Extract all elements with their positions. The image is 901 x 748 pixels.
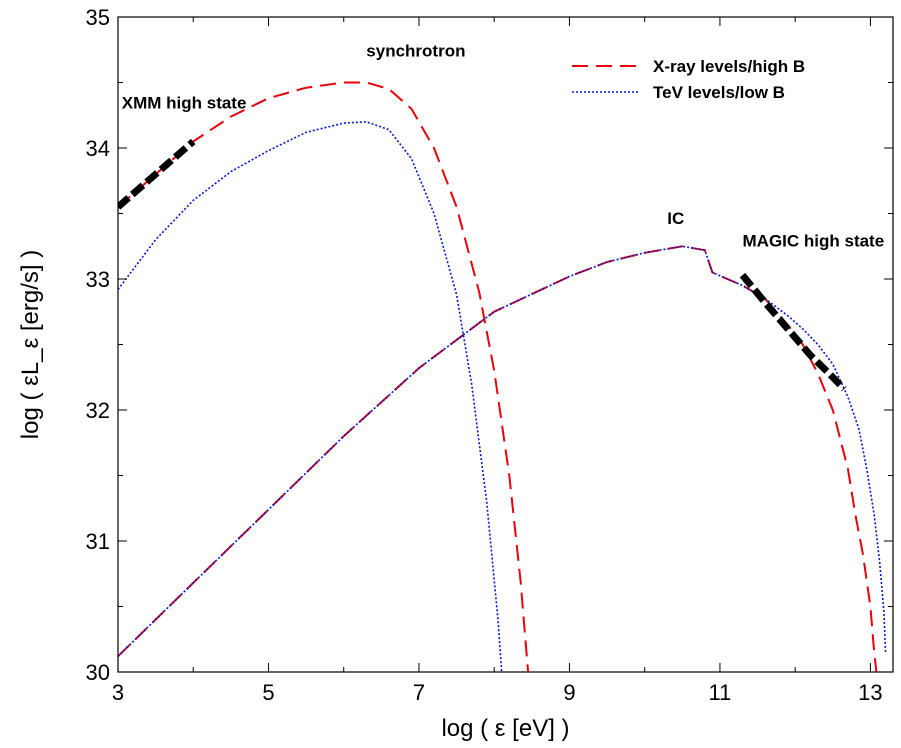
y-tick-label: 35	[86, 5, 110, 30]
y-tick-label: 34	[86, 136, 110, 161]
y-tick-label: 30	[86, 660, 110, 685]
x-tick-label: 9	[563, 680, 575, 705]
x-tick-label: 5	[262, 680, 274, 705]
annotation-label: synchrotron	[366, 41, 465, 60]
series-line-0-1	[118, 245, 878, 672]
x-axis-label: log ( ε [eV] )	[441, 715, 569, 742]
series-line-1-0	[118, 121, 503, 672]
series-line-2-0	[118, 138, 196, 210]
legend: X-ray levels/high B TeV levels/low B	[572, 57, 805, 102]
x-tick-label: 13	[858, 680, 882, 705]
y-tick-label: 32	[86, 398, 110, 423]
y-tick-label: 31	[86, 529, 110, 554]
x-tick-label: 3	[112, 680, 124, 705]
legend-label: TeV levels/low B	[653, 83, 785, 102]
legend-label: X-ray levels/high B	[653, 57, 805, 76]
annotation-label: XMM high state	[122, 94, 247, 113]
series-line-0-0	[118, 81, 530, 672]
y-tick-label: 33	[86, 267, 110, 292]
annotation-label: MAGIC high state	[743, 231, 885, 250]
annotations: synchrotron XMM high state IC MAGIC high st…	[122, 41, 884, 250]
x-tick-label: 7	[413, 680, 425, 705]
x-tick-label: 11	[709, 680, 732, 705]
y-axis-label: log ( εL_ε [erg/s] )	[17, 250, 44, 439]
annotation-label: IC	[667, 209, 684, 228]
series-line-1-1	[118, 245, 887, 657]
plot-area	[117, 16, 894, 673]
series-line-3-0	[739, 272, 847, 392]
